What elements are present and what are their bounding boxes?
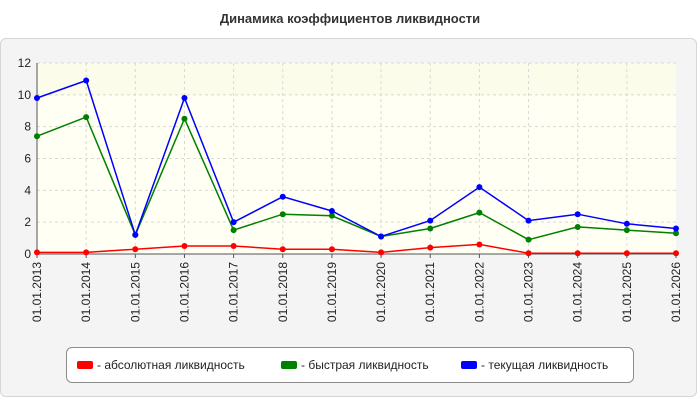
x-tick-label: 01.01.2021 [423, 262, 437, 322]
series-point-2 [476, 209, 483, 216]
series-point-3 [525, 217, 532, 224]
series-point-2 [427, 225, 434, 232]
y-tick-label: 6 [24, 152, 31, 166]
plot-background-top-band [37, 63, 676, 95]
series-point-2 [230, 227, 237, 234]
series-point-1 [279, 246, 286, 253]
series-point-2 [525, 236, 532, 243]
series-point-3 [427, 217, 434, 224]
series-point-3 [181, 95, 188, 102]
x-tick-label: 01.01.2018 [276, 262, 290, 322]
series-point-2 [181, 115, 188, 122]
series-line-3 [36, 79, 677, 238]
series-point-1 [525, 250, 532, 257]
series-point-1 [230, 243, 237, 250]
series-point-2 [623, 227, 630, 234]
y-tick-label: 0 [24, 247, 31, 261]
series-point-1 [132, 246, 139, 253]
series-point-2 [83, 114, 90, 121]
y-tick-label: 12 [18, 56, 32, 70]
series-point-3 [673, 225, 679, 232]
series-point-1 [378, 249, 385, 256]
y-tick-label: 4 [24, 183, 31, 197]
series-point-3 [476, 184, 483, 191]
series-point-1 [328, 246, 335, 253]
series-point-1 [34, 249, 40, 256]
series-line-1 [37, 243, 676, 254]
legend-item-absolute: - абсолютная ликвидность [77, 358, 245, 372]
legend-item-current: - текущая ликвидность [461, 358, 608, 372]
legend-label-absolute: - абсолютная ликвидность [97, 358, 245, 372]
series-point-3 [230, 219, 237, 226]
x-tick-label: 01.01.2026 [669, 262, 683, 322]
series-point-1 [476, 241, 483, 248]
legend-swatch-absolute [77, 361, 93, 369]
series-line-2 [36, 116, 677, 241]
series-point-2 [673, 230, 679, 237]
x-tick-label: 01.01.2015 [128, 262, 142, 322]
legend-swatch-quick [281, 361, 297, 369]
x-tick-label: 01.01.2024 [571, 262, 585, 322]
legend-label-current: - текущая ликвидность [481, 358, 609, 372]
series-point-2 [328, 212, 335, 219]
series-point-2 [34, 133, 40, 140]
series-point-3 [328, 208, 335, 215]
series-point-1 [673, 250, 679, 257]
legend-label-quick: - быстрая ликвидность [301, 358, 429, 372]
series-point-2 [279, 211, 286, 218]
x-tick-label: 01.01.2019 [325, 262, 339, 322]
x-tick-label: 01.01.2017 [227, 262, 241, 322]
series-point-1 [181, 243, 188, 250]
x-tick-label: 01.01.2013 [30, 262, 44, 322]
y-tick-label: 10 [18, 88, 32, 102]
series-point-3 [34, 95, 40, 102]
y-tick-label: 8 [24, 120, 31, 134]
series-point-1 [83, 249, 90, 256]
series-point-3 [279, 193, 286, 200]
series-point-3 [623, 220, 630, 227]
series-point-1 [574, 250, 581, 257]
series-point-3 [132, 231, 139, 238]
series-point-3 [83, 77, 90, 84]
y-tick-label: 2 [24, 215, 31, 229]
series-point-2 [574, 223, 581, 230]
legend-item-quick: - быстрая ликвидность [281, 358, 429, 372]
series-point-3 [574, 211, 581, 218]
x-tick-label: 01.01.2023 [522, 262, 536, 322]
x-tick-label: 01.01.2020 [374, 262, 388, 322]
chart-title: Динамика коэффициентов ликвидности [219, 11, 481, 26]
x-tick-label: 01.01.2016 [177, 262, 191, 322]
legend-swatch-current [461, 361, 477, 369]
legend: - абсолютная ликвидность - быстрая ликви… [66, 347, 634, 383]
series-point-1 [427, 244, 434, 251]
x-tick-label: 01.01.2025 [620, 262, 634, 322]
series-point-3 [378, 233, 385, 240]
series-point-1 [623, 250, 630, 257]
x-tick-label: 01.01.2022 [472, 262, 486, 322]
x-tick-label: 01.01.2014 [79, 262, 93, 322]
